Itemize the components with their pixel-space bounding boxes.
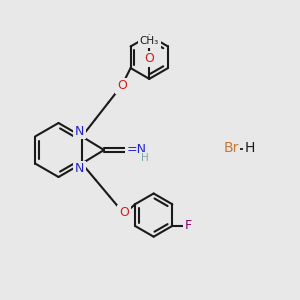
- Text: H: H: [141, 153, 148, 164]
- Text: N: N: [75, 162, 84, 176]
- Text: O: O: [119, 206, 129, 220]
- Text: O: O: [144, 52, 154, 65]
- Text: N: N: [75, 124, 84, 138]
- Text: F: F: [185, 219, 192, 232]
- Text: H: H: [244, 142, 255, 155]
- Text: CH₃: CH₃: [140, 36, 159, 46]
- Text: O: O: [117, 79, 127, 92]
- Text: =N: =N: [126, 143, 146, 156]
- Text: Br: Br: [223, 142, 239, 155]
